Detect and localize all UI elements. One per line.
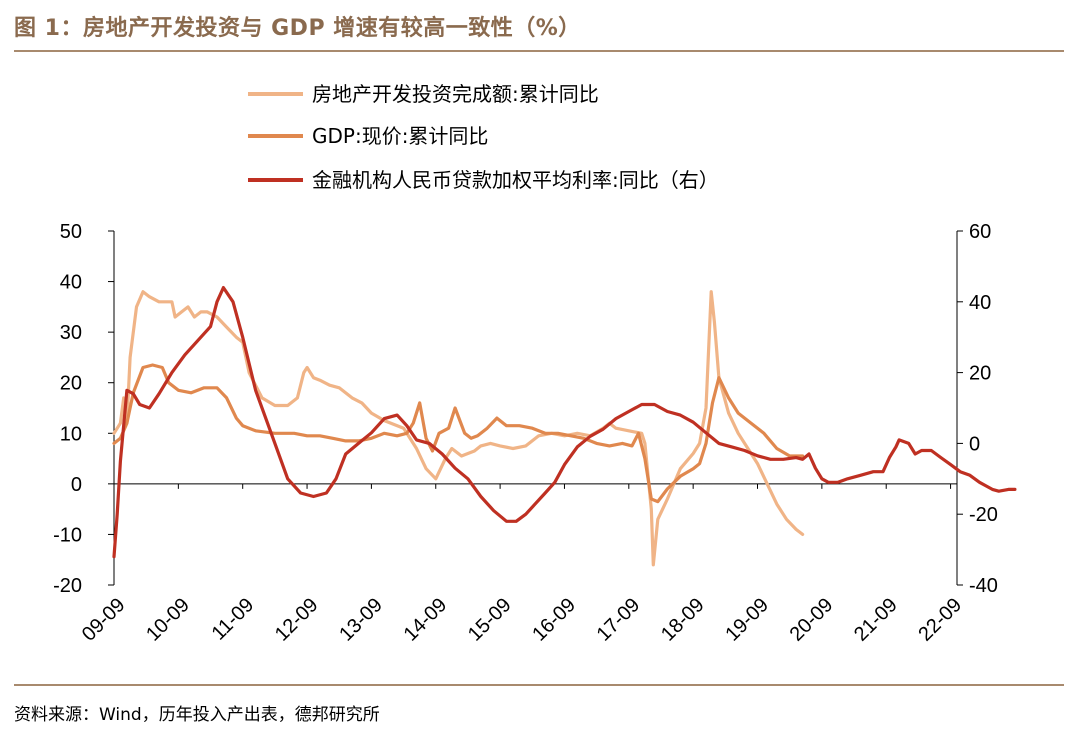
x-tick-label: 14-09 — [400, 594, 452, 646]
source-note: 资料来源：Wind，历年投入产出表，德邦研究所 — [14, 705, 380, 725]
legend-label-1: 房地产开发投资完成额:累计同比 — [312, 82, 599, 106]
x-tick-label: 16-09 — [528, 594, 580, 646]
left-tick-label: 20 — [60, 373, 82, 395]
title-divider — [14, 50, 1064, 52]
x-tick-label: 17-09 — [593, 594, 645, 646]
x-tick-label: 18-09 — [657, 594, 709, 646]
axes: -20 -10 0 10 20 30 40 50 -40 -20 0 20 40 60 09-09 10-09… — [53, 221, 998, 646]
legend: 房地产开发投资完成额:累计同比 GDP:现价:累计同比金融机构人民币贷款加权平均利… — [248, 82, 719, 192]
right-tick-label: -20 — [969, 504, 998, 526]
series-layer — [112, 286, 1017, 567]
series-line-2 — [112, 363, 805, 504]
x-tick-label: 09-09 — [78, 594, 130, 646]
x-tick-label: 13-09 — [335, 594, 387, 646]
series-line-3 — [112, 286, 1017, 559]
left-tick-label: -20 — [53, 575, 82, 597]
right-tick-label: 40 — [969, 292, 991, 314]
right-tick-label: 60 — [969, 221, 991, 243]
left-tick-label: 30 — [60, 322, 82, 344]
right-tick-label: 20 — [969, 363, 991, 385]
x-tick-label: 12-09 — [271, 594, 323, 646]
legend-label-2: GDP:现价:累计同比 — [312, 124, 488, 148]
right-tick-label: 0 — [969, 433, 980, 455]
legend-label-3: 金融机构人民币贷款加权平均利率:同比（右） — [312, 168, 719, 192]
x-tick-label: 15-09 — [464, 594, 516, 646]
left-tick-label: -10 — [53, 524, 82, 546]
x-tick-label: 20-09 — [786, 594, 838, 646]
x-tick-label: 11-09 — [208, 594, 259, 645]
series-line-1 — [112, 290, 805, 567]
source-divider — [14, 684, 1064, 686]
x-tick-label: 19-09 — [721, 594, 773, 646]
left-tick-label: 0 — [71, 474, 82, 496]
left-tick-label: 10 — [60, 423, 82, 445]
chart-title: 图 1：房地产开发投资与 GDP 增速有较高一致性（%） — [14, 16, 581, 41]
right-tick-label: -40 — [969, 575, 998, 597]
left-tick-label: 40 — [60, 272, 82, 294]
x-tick-label: 22-09 — [914, 594, 966, 646]
x-tick-label: 21-09 — [850, 594, 902, 646]
x-tick-label: 10-09 — [142, 594, 194, 646]
left-tick-label: 50 — [60, 221, 82, 243]
